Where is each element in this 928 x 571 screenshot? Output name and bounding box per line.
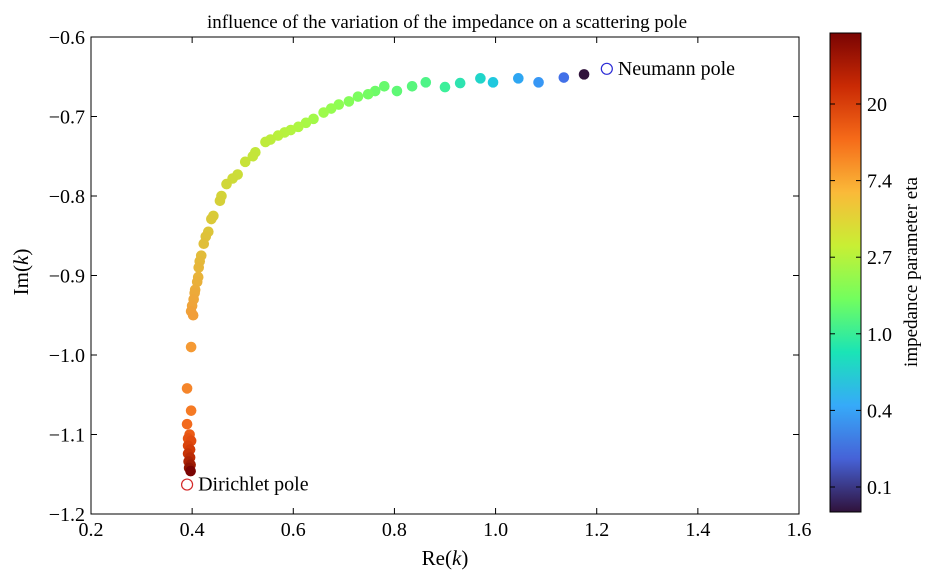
x-tick-label: 0.2 [79, 519, 104, 541]
data-point [221, 178, 232, 190]
data-point [454, 77, 466, 89]
data-point [533, 77, 544, 88]
data-point [578, 69, 590, 80]
data-point [558, 72, 570, 83]
colorbar-tick-label: 7.4 [867, 171, 892, 193]
data-point [185, 465, 196, 477]
plot-area: 0.2 0.4 0.6 0.8 1.0 1.2 1.4 1.6 −0.6−0.7−0.8−0.… [49, 27, 812, 541]
y-axis-label-close: ) [9, 249, 33, 256]
data-point [214, 195, 226, 207]
colorbar-tick-label: 2.7 [867, 247, 892, 269]
data-point [185, 405, 197, 416]
pole-label: Dirichlet pole [198, 474, 309, 496]
x-axis-label-var: k [452, 546, 462, 570]
y-tick-label: −0.9 [49, 266, 85, 288]
data-point [475, 73, 486, 84]
y-axis-ticks: −0.6 −0.7 −0.8 −0.9 −1.0 −1.1 −1.2 [49, 27, 799, 526]
y-axis-label-main: Im( [9, 265, 33, 295]
data-point [260, 136, 271, 148]
data-point [420, 77, 432, 88]
x-axis-label-close: ) [461, 546, 468, 570]
data-point [198, 238, 210, 249]
y-axis-label: Im(k) [9, 249, 33, 296]
x-tick-label: 1.0 [483, 519, 508, 541]
data-point [343, 96, 355, 107]
x-axis-label-main: Re( [422, 546, 452, 570]
colorbar: 20 7.4 2.7 1.0 0.4 0.1 impedance parameter et… [829, 32, 922, 513]
colorbar-tick-label: 0.4 [867, 400, 892, 422]
colorbar-tick-label: 1.0 [867, 324, 892, 346]
data-point [185, 341, 197, 353]
y-tick-label: −1.0 [49, 345, 85, 367]
data-point [379, 80, 390, 92]
data-point [181, 418, 193, 430]
y-tick-label: −0.8 [49, 186, 85, 208]
data-point [352, 91, 364, 102]
data-point [318, 107, 329, 118]
data-point [362, 88, 374, 100]
data-point [513, 73, 524, 84]
y-tick-label: −0.7 [49, 107, 85, 129]
data-point [247, 150, 259, 162]
x-axis-label: Re(k) [422, 546, 469, 570]
x-tick-label: 0.8 [382, 519, 407, 541]
x-tick-label: 1.4 [685, 519, 710, 541]
colorbar-tick-label: 20 [867, 94, 887, 116]
data-point [406, 80, 418, 92]
data-points [181, 69, 590, 477]
data-point [206, 213, 217, 225]
x-tick-label: 1.2 [584, 519, 609, 541]
x-tick-label: 0.6 [281, 519, 306, 541]
data-point [193, 262, 205, 273]
y-tick-label: −1.2 [49, 504, 85, 526]
data-point [391, 85, 403, 97]
data-point [181, 383, 193, 394]
colorbar-ticks: 20 7.4 2.7 1.0 0.4 0.1 [830, 94, 892, 499]
y-tick-label: −0.6 [49, 27, 85, 49]
data-point [191, 276, 203, 288]
pole-marker [180, 478, 194, 491]
data-point [187, 309, 199, 321]
data-point [439, 81, 451, 93]
data-point [239, 156, 251, 168]
y-axis-label-var: k [9, 255, 33, 265]
pole-annotations: Neumann pole Dirichlet pole [180, 58, 735, 496]
pole-label: Neumann pole [618, 58, 735, 80]
y-tick-label: −1.1 [49, 425, 85, 447]
colorbar-gradient [829, 32, 862, 513]
x-tick-label: 0.4 [180, 519, 205, 541]
colorbar-label: impedance parameter eta [901, 176, 922, 366]
x-axis-ticks: 0.2 0.4 0.6 0.8 1.0 1.2 1.4 1.6 [79, 37, 812, 541]
chart-title: influence of the variation of the impeda… [207, 12, 687, 33]
x-tick-label: 1.6 [787, 519, 812, 541]
colorbar-tick-label: 0.1 [867, 477, 892, 499]
pole-marker [600, 62, 613, 75]
data-point [487, 77, 499, 88]
